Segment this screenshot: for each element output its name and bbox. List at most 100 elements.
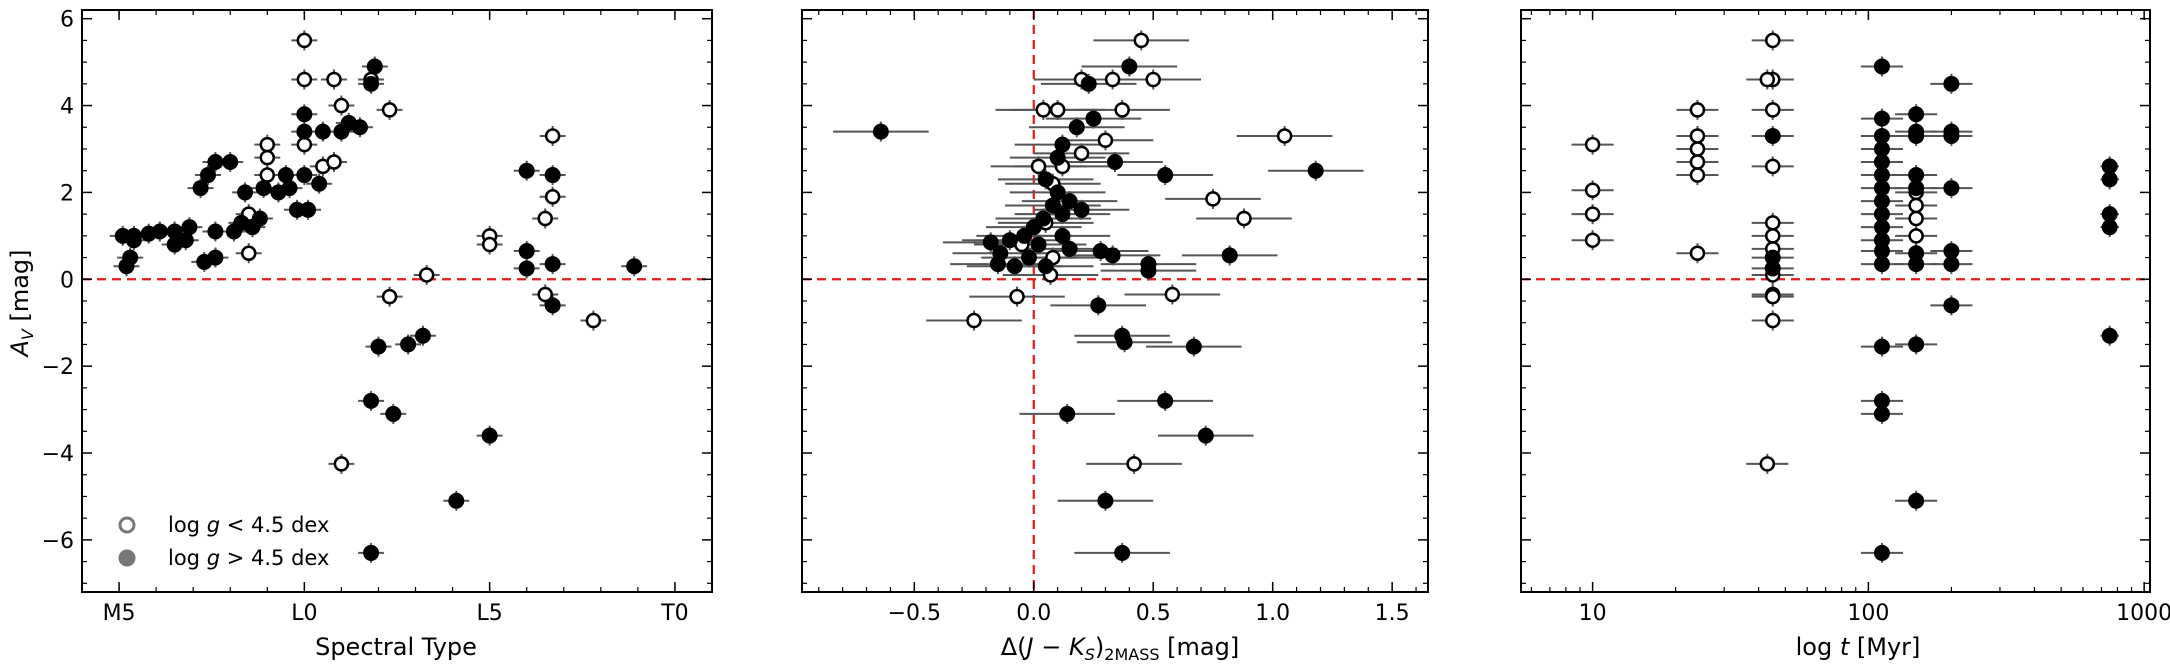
data-point-open [259,149,276,166]
data-point-filled [518,243,535,260]
data-point-open [1759,456,1776,472]
data-point-open [296,32,313,49]
data-point-filled [237,184,254,201]
data-point-open [1114,102,1130,118]
data-point-filled [1873,58,1890,75]
data-point-filled [1307,162,1324,179]
data-point-open [381,288,398,305]
data-point-filled [1114,544,1131,561]
data-point-open [1764,158,1781,175]
data-point-filled [1943,180,1960,197]
data-point-open [1584,206,1601,222]
data-point-filled [1908,336,1925,353]
data-point-open [1908,197,1924,214]
data-point-filled [544,256,561,273]
data-point-open [1584,232,1601,248]
data-point-filled [1873,256,1890,273]
data-point-filled [1059,405,1076,422]
data-point-open [1689,128,1706,144]
data-point-open [326,154,342,170]
data-point-filled [314,123,331,140]
data-point-open [1584,136,1601,153]
data-point-filled [1908,492,1925,509]
y-tick-label: 0 [60,268,74,293]
data-point-filled [1016,227,1033,244]
data-point-open [537,210,553,227]
x-tick-label: M5 [103,601,136,626]
data-point-filled [277,167,294,184]
data-point-filled [872,123,889,140]
data-point-filled [1049,149,1066,166]
data-point-filled [118,258,135,275]
data-point-filled [385,405,402,422]
data-point-filled [1054,227,1071,244]
data-point-open [1764,228,1781,244]
data-point-open [1584,182,1601,198]
data-point-filled [626,258,643,275]
data-point-filled [400,336,417,353]
x-axis-label-spectral-type: Spectral Type [315,633,477,661]
data-point-filled [1116,334,1133,351]
data-point-open [544,128,561,144]
data-point-open [1126,456,1142,472]
data-point-filled [296,123,313,140]
data-point-filled [1943,256,1960,273]
x-tick-label: 1.0 [1255,601,1290,626]
data-point-open [1073,145,1090,162]
data-point-open [1164,286,1181,303]
data-point-filled [1006,258,1023,275]
data-point-filled [1097,492,1114,509]
data-point-open [481,236,498,253]
data-point-open [1009,288,1025,305]
plot-frame [1520,9,2151,593]
x-axis-label-color-excess: Δ(J − KS)2MASS [mag] [1001,633,1239,664]
data-point-filled [370,338,387,355]
data-point-filled [192,180,209,197]
data-point-filled [1908,180,1925,197]
data-point-filled [125,232,142,249]
data-point-filled [255,180,272,197]
data-point-open [333,456,350,472]
data-point-filled [311,175,328,192]
data-point-filled [1107,154,1123,171]
data-point-open [1908,210,1924,227]
data-point-filled [544,167,561,184]
data-point-filled [1943,297,1960,314]
data-point-open [296,71,313,88]
data-point-open [1689,245,1706,261]
data-point-open [1145,71,1161,88]
data-point-open [1689,141,1706,157]
panel-3: 10 100 1000 [1520,9,2170,626]
x-tick-label: −0.5 [888,601,941,626]
data-point-filled [2101,327,2118,344]
data-point-filled [300,201,317,218]
data-point-open [1764,312,1781,329]
data-point-filled [518,162,535,179]
data-point-open [1759,71,1776,88]
data-point-filled [1085,110,1102,127]
data-point-filled [207,154,224,171]
data-point-open [1764,288,1781,305]
data-point-filled [1764,127,1781,144]
data-point-open [1097,132,1114,149]
y-tick-label: −6 [42,529,74,554]
data-point-open [333,97,350,114]
data-point-filled [1908,256,1925,273]
data-point-open [1049,102,1066,118]
data-point-filled [1061,240,1078,257]
data-point-filled [2101,171,2118,188]
data-point-filled [1037,258,1054,275]
data-point-filled [1908,127,1925,144]
data-point-filled [2101,219,2118,236]
data-point-filled [363,544,380,561]
x-axis-label-age: log t [Myr] [1796,633,1921,661]
data-point-filled [207,249,224,266]
data-point-filled [544,297,561,314]
panel-1: M5 L0 L5 T0 −6 −4 −2 0 2 4 6 [42,8,713,626]
data-point-open [1276,128,1293,144]
data-point-filled [363,75,380,92]
data-point-filled [366,58,383,75]
data-point-filled [1873,544,1890,561]
data-point-filled [1044,197,1061,214]
x-tick-label: 0.0 [1016,601,1051,626]
